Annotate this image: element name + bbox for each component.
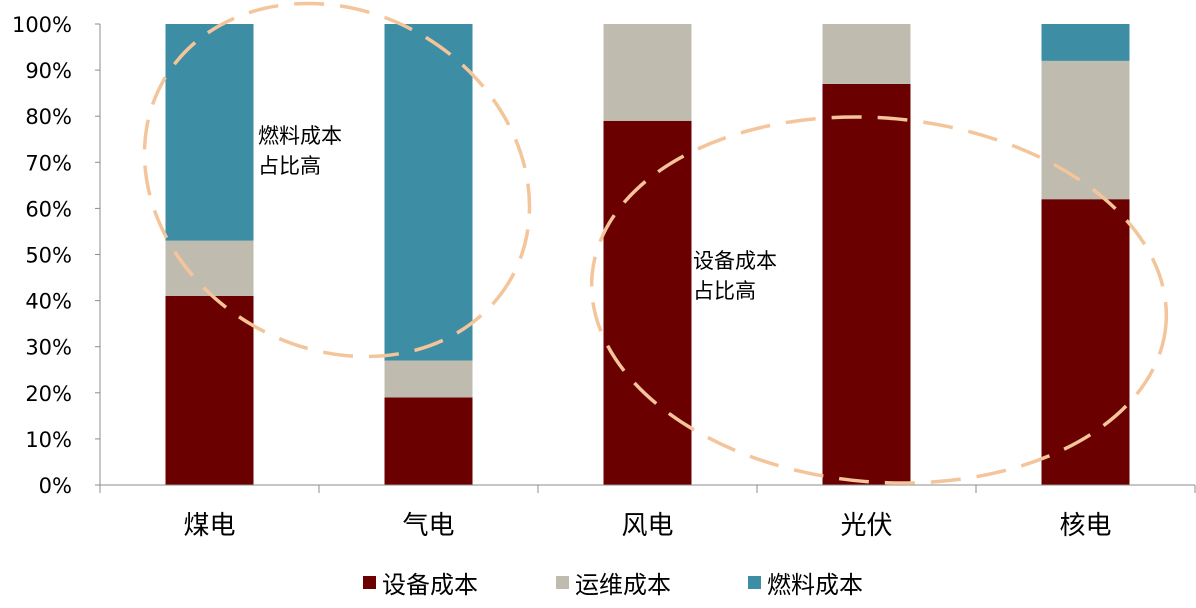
bar-segment bbox=[384, 397, 473, 485]
y-tick-label: 20% bbox=[25, 382, 72, 406]
x-tick-label: 风电 bbox=[621, 511, 673, 541]
y-tick-label: 60% bbox=[25, 197, 72, 221]
y-tick-label: 10% bbox=[25, 428, 72, 452]
bar-segment bbox=[165, 295, 254, 485]
annotation-text: 设备成本 bbox=[693, 249, 777, 273]
y-tick-label: 70% bbox=[25, 151, 72, 175]
legend-label: 运维成本 bbox=[575, 571, 671, 599]
bar-segment bbox=[603, 24, 692, 121]
bar-segment bbox=[1041, 199, 1130, 485]
legend-swatch bbox=[363, 576, 376, 589]
y-tick-label: 50% bbox=[25, 244, 72, 268]
x-tick-label: 煤电 bbox=[183, 511, 235, 541]
bar-segment bbox=[822, 83, 911, 486]
bar-segment bbox=[384, 360, 473, 398]
highlight-ellipse bbox=[589, 115, 1169, 485]
y-tick-label: 30% bbox=[25, 336, 72, 360]
bar-segment bbox=[384, 24, 473, 361]
bar-segment bbox=[1041, 24, 1130, 61]
x-axis: 煤电 气电 风电 光伏 核电 bbox=[99, 484, 1196, 541]
annotation-text: 占比高 bbox=[258, 154, 321, 178]
x-tick-label: 核电 bbox=[1059, 511, 1111, 541]
y-tick-label: 90% bbox=[25, 59, 72, 83]
bar-segment bbox=[1041, 60, 1130, 200]
annotation-text: 燃料成本 bbox=[258, 124, 342, 148]
highlight-ellipse bbox=[142, 1, 532, 359]
bar-segment bbox=[165, 240, 254, 296]
legend-swatch bbox=[748, 576, 761, 589]
x-tick-label: 气电 bbox=[402, 511, 454, 541]
bars bbox=[165, 24, 1130, 486]
legend: 设备成本 运维成本 燃料成本 bbox=[363, 571, 863, 599]
bar-segment bbox=[822, 24, 911, 84]
y-tick-label: 100% bbox=[12, 13, 72, 37]
y-tick-label: 0% bbox=[39, 474, 72, 498]
legend-label: 燃料成本 bbox=[767, 571, 863, 599]
y-axis: 0% 10% 20% 30% 40% 50% 60% 70% 80% 90% 100% bbox=[12, 13, 101, 498]
legend-label: 设备成本 bbox=[382, 571, 478, 599]
x-tick-label: 光伏 bbox=[840, 511, 892, 541]
annotation-text: 占比高 bbox=[693, 279, 756, 303]
y-tick-label: 40% bbox=[25, 290, 72, 314]
bar-segment bbox=[603, 120, 692, 485]
y-tick-label: 80% bbox=[25, 105, 72, 129]
bar-segment bbox=[165, 24, 254, 241]
legend-swatch bbox=[556, 576, 569, 589]
